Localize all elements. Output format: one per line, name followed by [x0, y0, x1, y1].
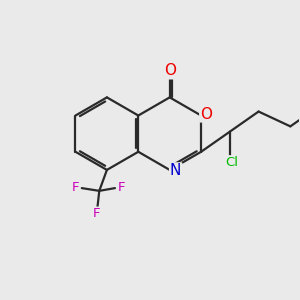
- Text: O: O: [164, 63, 176, 78]
- Text: F: F: [118, 181, 125, 194]
- Text: Cl: Cl: [225, 156, 238, 169]
- Text: N: N: [170, 163, 181, 178]
- Text: F: F: [71, 181, 79, 194]
- Text: O: O: [200, 106, 212, 122]
- Text: F: F: [93, 208, 100, 220]
